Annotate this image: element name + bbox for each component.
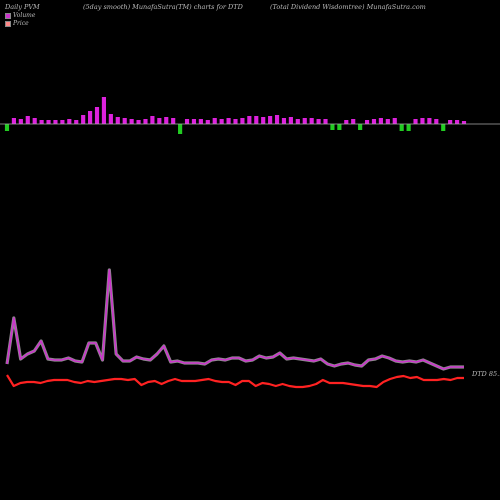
volume-bar (74, 120, 79, 124)
volume-bar (53, 120, 58, 124)
volume-bars (4, 97, 467, 134)
volume-bar (157, 118, 162, 124)
volume-bar (261, 117, 266, 124)
volume-bar (88, 111, 93, 124)
volume-bar (143, 119, 148, 124)
legend-price-swatch (5, 20, 11, 27)
volume-bar (101, 97, 107, 124)
volume-bar (254, 116, 259, 124)
volume-bar (129, 119, 134, 124)
volume-bar (4, 124, 10, 131)
volume-bar (288, 117, 293, 124)
volume-bar (150, 116, 155, 124)
volume-bar (219, 119, 224, 124)
price-line (6, 374, 464, 389)
volume-bar (323, 119, 328, 124)
volume-bar (455, 120, 460, 124)
volume-bar (302, 118, 307, 124)
chart-header-left: Daily PVM (5, 3, 40, 11)
volume-bar (164, 117, 169, 124)
volume-bar (212, 118, 217, 124)
volume-bar (448, 120, 453, 124)
volume-bar (60, 120, 65, 124)
volume-bar (413, 119, 418, 124)
volume-bar (330, 124, 335, 130)
volume-bar (427, 118, 432, 124)
volume-bar (378, 118, 383, 124)
volume-line (6, 269, 464, 370)
price-end-label: DTD 85.10 (471, 370, 500, 378)
legend-volume: Volume (5, 12, 35, 19)
volume-bar (240, 118, 245, 124)
volume-bar (226, 118, 231, 124)
volume-bar (281, 118, 287, 124)
volume-bar (81, 115, 86, 124)
volume-bar (25, 116, 30, 124)
volume-bar (18, 119, 23, 124)
chart-header-middle: (5day smooth) MunafaSutra(TM) charts for… (83, 3, 243, 11)
volume-bar (364, 120, 370, 124)
legend-price-label: Price (13, 20, 29, 27)
volume-bar (136, 120, 141, 124)
volume-bar (178, 124, 183, 134)
legend-volume-label: Volume (13, 12, 36, 19)
legend-price: Price (5, 20, 29, 27)
volume-bar (441, 124, 446, 131)
volume-bar (11, 118, 16, 124)
volume-bar (94, 107, 100, 124)
volume-bar (198, 119, 203, 124)
volume-bar (67, 119, 72, 124)
volume-bar (434, 119, 439, 124)
volume-bar (247, 116, 252, 124)
volume-bar (274, 115, 280, 124)
volume-bar (184, 119, 190, 124)
volume-bar (337, 124, 342, 130)
volume-bar (108, 114, 113, 124)
volume-bar (205, 120, 210, 124)
volume-bar (420, 118, 425, 124)
volume-bar (309, 118, 314, 124)
volume-bar (233, 119, 238, 124)
volume-bar (406, 124, 411, 131)
volume-bar (351, 119, 356, 124)
chart-header-right: (Total Dividend Wisdomtree) MunafaSutra.… (270, 3, 426, 11)
volume-bar (46, 120, 51, 124)
volume-bar (122, 118, 127, 124)
legend-volume-swatch (5, 12, 11, 19)
volume-bar (371, 119, 377, 124)
volume-bar (115, 117, 120, 124)
volume-bar (295, 119, 300, 124)
volume-bar (191, 119, 197, 124)
volume-bar (385, 119, 390, 124)
volume-bar (358, 124, 363, 130)
volume-bar (39, 120, 44, 124)
volume-bar (268, 116, 273, 124)
volume-bar (171, 118, 176, 124)
volume-bar (392, 118, 397, 124)
volume-bar (461, 121, 467, 124)
volume-bar (316, 119, 321, 124)
volume-bar (344, 120, 349, 124)
volume-bar (32, 118, 37, 124)
volume-bar (399, 124, 404, 131)
volume-line-glow (5, 268, 464, 371)
